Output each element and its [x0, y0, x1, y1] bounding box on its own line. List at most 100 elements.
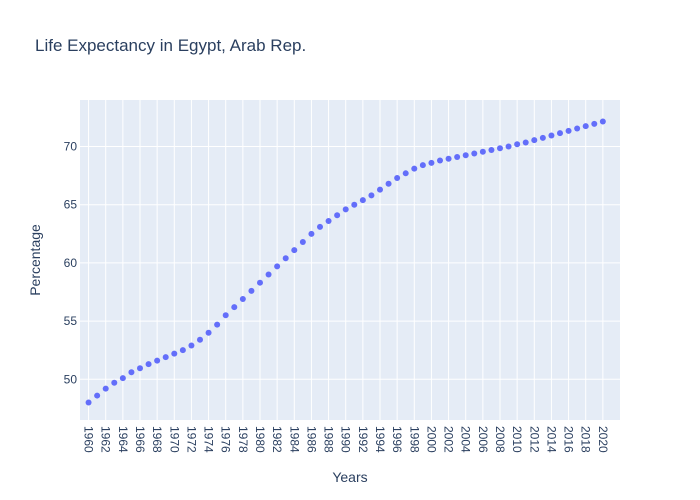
- x-tick-label: 2020: [596, 426, 610, 453]
- data-point: [342, 206, 349, 213]
- data-point: [282, 255, 289, 262]
- data-point: [377, 186, 383, 193]
- x-tick-label: 1968: [150, 426, 164, 453]
- data-point: [359, 197, 366, 204]
- data-point: [514, 141, 521, 148]
- data-point: [274, 263, 281, 270]
- y-tick-label: 65: [64, 198, 78, 212]
- data-point: [539, 134, 546, 141]
- x-tick-label: 2004: [459, 426, 473, 453]
- data-point: [171, 350, 178, 357]
- x-tick-label: 1962: [99, 426, 113, 453]
- data-point: [505, 143, 512, 150]
- x-tick-labels: 1960 1962 1964 1966 1968 1970 1972 1974 1976 1978…: [82, 426, 610, 453]
- data-point: [488, 147, 495, 154]
- data-point: [531, 137, 538, 144]
- x-tick-label: 2008: [493, 426, 507, 453]
- data-point: [394, 174, 401, 181]
- data-points: [85, 118, 606, 406]
- x-tick-label: 2014: [544, 426, 558, 453]
- x-tick-label: 2000: [424, 426, 438, 453]
- data-point: [111, 379, 118, 386]
- data-point: [497, 145, 503, 152]
- data-point: [462, 152, 469, 159]
- data-point: [317, 223, 323, 230]
- y-tick-labels: 50 55 60 65 70: [64, 140, 78, 387]
- x-tick-label: 1998: [407, 426, 421, 453]
- y-tick-label: 60: [64, 256, 78, 270]
- x-tick-label: 1960: [82, 426, 96, 453]
- data-point: [162, 354, 169, 361]
- data-point: [239, 295, 246, 302]
- data-point: [557, 130, 563, 137]
- data-point: [205, 329, 212, 336]
- data-point: [188, 342, 195, 349]
- data-point: [548, 132, 555, 139]
- x-tick-label: 2018: [579, 426, 593, 453]
- data-point: [222, 312, 229, 319]
- data-point: [522, 139, 529, 146]
- x-tick-label: 1992: [356, 426, 370, 453]
- data-point: [351, 201, 358, 208]
- x-tick-label: 2006: [476, 426, 490, 453]
- data-point: [428, 159, 435, 166]
- data-point: [128, 369, 135, 376]
- data-point: [85, 399, 92, 406]
- data-point: [479, 148, 486, 155]
- y-gridlines: [80, 146, 620, 380]
- data-point: [214, 321, 221, 328]
- y-tick-label: 55: [64, 314, 78, 328]
- x-tick-label: 1980: [253, 426, 267, 453]
- data-point: [599, 118, 606, 125]
- data-point: [197, 336, 203, 343]
- x-axis-title: Years: [332, 469, 367, 485]
- data-point: [145, 361, 152, 368]
- x-tick-label: 1970: [167, 426, 181, 453]
- data-point: [582, 123, 589, 130]
- x-tick-label: 1986: [304, 426, 318, 453]
- x-gridlines: [88, 100, 604, 420]
- x-tick-label: 1990: [339, 426, 353, 453]
- data-point: [437, 157, 443, 164]
- x-tick-label: 1996: [390, 426, 404, 453]
- data-point: [291, 247, 298, 254]
- data-point: [265, 271, 272, 278]
- plot-area: [80, 100, 620, 420]
- data-point: [119, 375, 126, 382]
- data-point: [445, 155, 452, 162]
- data-point: [248, 287, 255, 294]
- x-tick-label: 1964: [116, 426, 130, 453]
- x-tick-label: 1984: [287, 426, 301, 453]
- data-point: [94, 392, 101, 399]
- x-tick-label: 2002: [442, 426, 456, 453]
- x-tick-label: 1966: [133, 426, 147, 453]
- x-tick-label: 1988: [322, 426, 336, 453]
- y-axis-title: Percentage: [27, 224, 43, 296]
- x-tick-label: 1972: [184, 426, 198, 453]
- x-tick-label: 1978: [236, 426, 250, 453]
- data-point: [154, 357, 161, 364]
- data-point: [574, 125, 581, 132]
- data-point: [308, 230, 315, 237]
- data-point: [411, 165, 418, 172]
- data-point: [137, 365, 143, 372]
- data-point: [334, 212, 341, 219]
- data-point: [385, 180, 392, 187]
- x-tick-label: 2010: [510, 426, 524, 453]
- x-tick-label: 1974: [202, 426, 216, 453]
- data-point: [299, 238, 306, 245]
- y-tick-label: 70: [64, 140, 78, 154]
- x-tick-label: 2016: [562, 426, 576, 453]
- data-point: [179, 347, 186, 354]
- data-point: [419, 162, 426, 169]
- data-point: [565, 127, 572, 134]
- x-tick-label: 1976: [219, 426, 233, 453]
- data-point: [231, 304, 238, 311]
- data-point: [471, 150, 478, 157]
- data-point: [102, 385, 109, 392]
- x-tick-label: 2012: [527, 426, 541, 453]
- x-tick-label: 1982: [270, 426, 284, 453]
- data-point: [257, 279, 263, 286]
- data-point: [402, 170, 409, 177]
